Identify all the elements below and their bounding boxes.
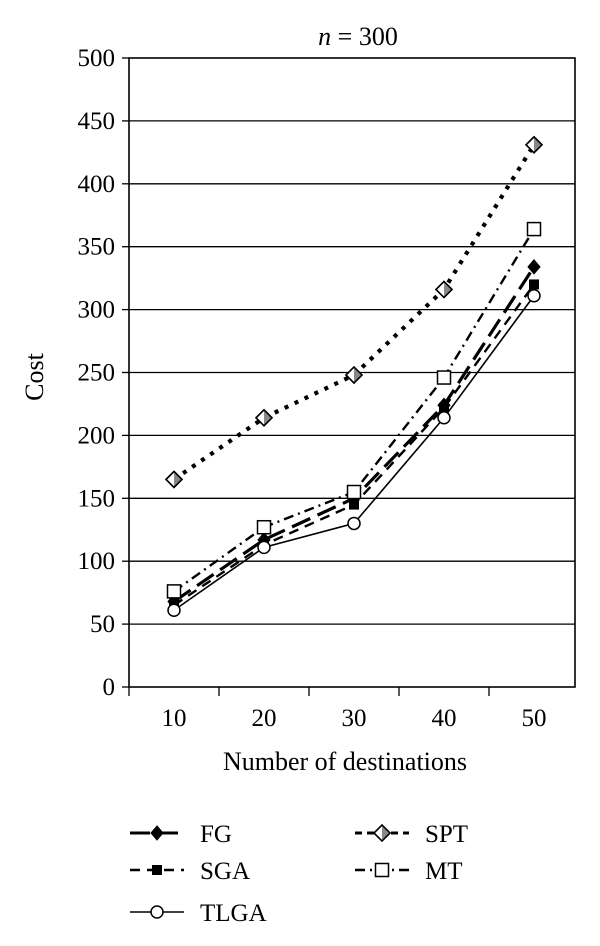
series-spt	[164, 135, 544, 489]
data-point	[150, 825, 164, 841]
legend-item-spt: SPT	[355, 821, 468, 848]
x-tick-label: 30	[342, 705, 367, 732]
data-point	[346, 484, 362, 500]
data-point	[254, 408, 274, 427]
data-point	[526, 221, 542, 237]
legend-label: SPT	[425, 821, 468, 848]
data-point	[439, 402, 449, 413]
legend-label: MT	[425, 858, 463, 885]
series-line	[173, 283, 535, 607]
y-tick-label: 200	[78, 422, 116, 449]
y-tick-label: 500	[78, 45, 116, 72]
legend-label: TLGA	[200, 900, 267, 927]
data-point	[152, 865, 162, 875]
data-point	[164, 470, 184, 489]
chart-title: n = 300	[318, 22, 398, 51]
series-line	[172, 143, 536, 482]
legend-label: FG	[200, 821, 232, 848]
data-point	[166, 584, 182, 599]
data-point	[257, 540, 271, 555]
series-fg	[167, 259, 541, 610]
data-point	[150, 905, 164, 919]
legend-item-tlga: TLGA	[130, 900, 267, 927]
data-point	[527, 259, 541, 275]
series-tlga	[167, 289, 541, 618]
data-point	[437, 411, 451, 425]
y-tick-label: 250	[78, 360, 116, 387]
y-tick-label: 350	[78, 234, 116, 261]
y-tick-label: 0	[103, 674, 116, 701]
data-point	[529, 279, 539, 290]
series-mt	[166, 221, 542, 599]
data-point	[374, 862, 390, 878]
x-tick-label: 20	[252, 705, 277, 732]
y-tick-label: 300	[78, 297, 116, 324]
y-tick-label: 450	[78, 108, 116, 135]
series-line	[173, 228, 536, 593]
data-point	[527, 289, 541, 303]
y-axis-label: Cost	[20, 352, 49, 400]
legend-item-mt: MT	[355, 858, 463, 885]
x-tick-label: 10	[162, 705, 187, 732]
data-point	[256, 519, 272, 535]
legend-label: SGA	[200, 858, 250, 885]
x-tick-label: 40	[432, 705, 457, 732]
y-tick-label: 100	[78, 548, 116, 575]
series-layer	[164, 135, 544, 618]
data-point	[524, 135, 544, 154]
legend: FG SPT SGA MT TLGA	[130, 821, 468, 927]
data-point	[347, 516, 361, 531]
legend-item-fg: FG	[130, 821, 232, 848]
y-tick-label: 400	[78, 171, 116, 198]
data-point	[434, 280, 454, 299]
axes: 0 50 100 150 200 250 300 350 400 450 500 10 20 30 40 50	[78, 45, 547, 732]
data-point	[349, 499, 359, 510]
data-point	[372, 823, 392, 843]
data-point	[436, 370, 452, 385]
legend-item-sga: SGA	[130, 858, 250, 885]
x-tick-label: 50	[522, 705, 547, 732]
y-tick-label: 50	[90, 611, 115, 638]
y-tick-label: 150	[78, 485, 116, 512]
data-point	[167, 603, 181, 618]
x-axis-label: Number of destinations	[223, 747, 467, 776]
data-point	[344, 365, 364, 385]
